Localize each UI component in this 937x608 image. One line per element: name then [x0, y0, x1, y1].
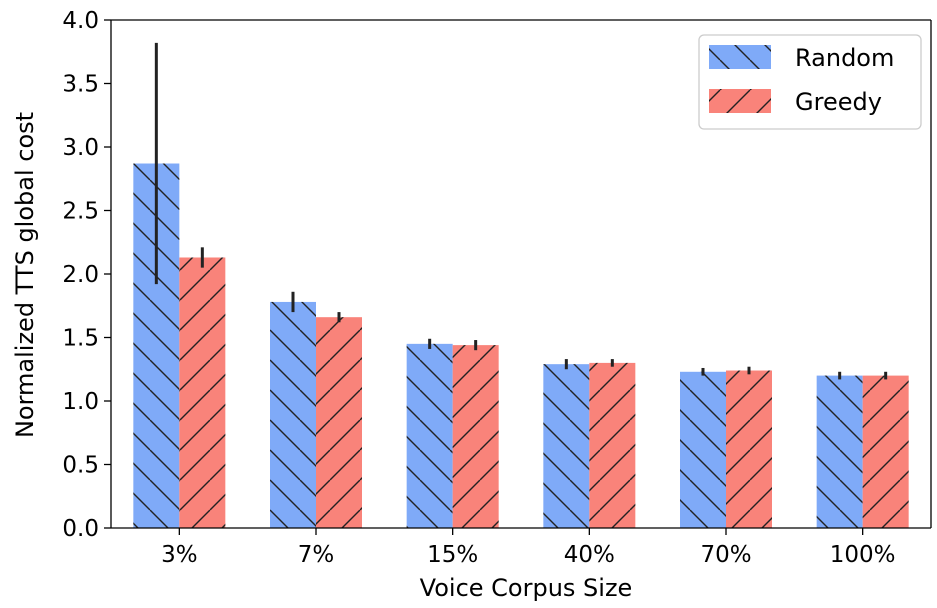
bars-layer	[133, 163, 909, 528]
bar-hatch	[816, 375, 863, 528]
bar-greedy-1	[316, 317, 362, 528]
y-tick-label: 3.0	[62, 135, 99, 161]
bar-random-4	[680, 371, 726, 528]
y-axis-label: Normalized TTS global cost	[11, 112, 39, 438]
bar-random-2	[406, 343, 453, 528]
bar-hatch	[726, 370, 772, 528]
x-tick-label: 3%	[161, 542, 198, 568]
bar-greedy-0	[179, 257, 226, 528]
legend-swatch-hatch	[709, 89, 771, 113]
y-tick-label: 0.5	[62, 453, 99, 479]
error-bars-layer	[154, 42, 888, 380]
legend-item-greedy: Greedy	[709, 88, 882, 116]
legend-label: Random	[795, 44, 894, 72]
x-tick-label: 40%	[564, 542, 615, 568]
bar-greedy-2	[452, 345, 499, 528]
x-axis-label: Voice Corpus Size	[420, 574, 633, 602]
x-tick-label: 15%	[427, 542, 478, 568]
bar-hatch	[406, 343, 453, 528]
bar-random-3	[543, 364, 590, 528]
y-tick-label: 4.0	[62, 8, 99, 34]
x-tick-label: 7%	[298, 542, 335, 568]
bar-hatch	[316, 317, 362, 528]
legend-label: Greedy	[795, 88, 882, 116]
bar-greedy-4	[726, 370, 772, 528]
y-tick-label: 1.0	[62, 389, 99, 415]
bar-random-5	[816, 375, 863, 528]
bar-hatch	[270, 301, 316, 528]
bar-hatch	[179, 257, 226, 528]
legend-swatch-hatch	[709, 45, 771, 69]
x-tick-label: 70%	[700, 542, 751, 568]
y-tick-label: 0.0	[62, 516, 99, 542]
bar-hatch	[452, 345, 499, 528]
bar-greedy-5	[862, 375, 909, 528]
y-tick-label: 2.5	[62, 199, 99, 225]
y-tick-label: 1.5	[62, 326, 99, 352]
legend-item-random: Random	[709, 44, 894, 72]
bar-hatch	[543, 364, 590, 528]
y-tick-label: 3.5	[62, 72, 99, 98]
y-tick-label: 2.0	[62, 262, 99, 288]
x-tick-label: 100%	[830, 542, 896, 568]
bar-hatch	[589, 362, 636, 528]
bar-greedy-3	[589, 362, 636, 528]
bar-hatch	[680, 371, 726, 528]
legend: Random Greedy	[698, 34, 922, 130]
axes: 0.0 0.5 1.0 1.5 2.0 2.5 3.0 3.5 4.0 3% 7% 15% 40% 70%…	[62, 8, 932, 568]
bar-hatch	[862, 375, 909, 528]
bar-random-1	[270, 301, 316, 528]
